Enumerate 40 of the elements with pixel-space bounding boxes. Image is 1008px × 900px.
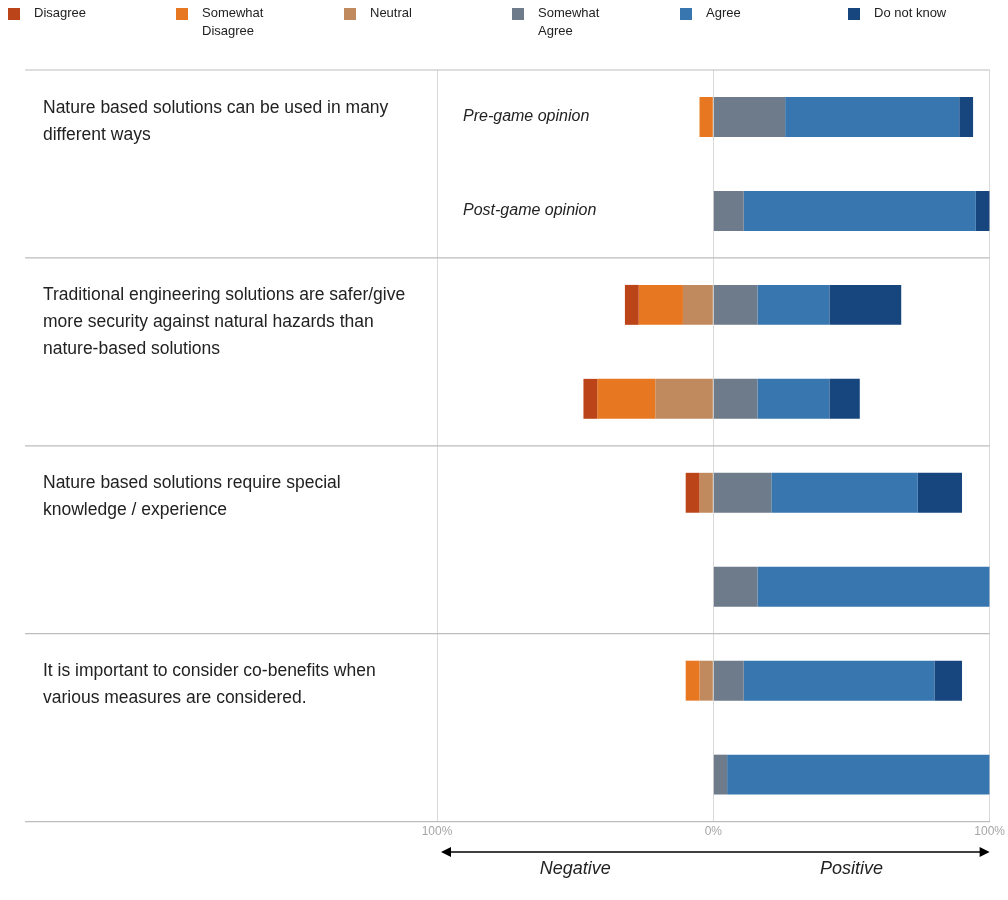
text: Nature based solutions require special knowledge / experience [43,472,341,520]
bar [713,660,744,701]
bar [713,472,772,513]
bar [757,378,830,419]
bar [713,284,758,325]
bar [771,472,918,513]
legend-label: Somewhat Disagree [202,4,265,40]
bar [713,378,758,419]
bar [917,472,963,513]
x-tick-label: 0% [704,824,723,839]
bar [699,97,713,137]
bar [959,97,974,137]
bar [713,97,786,137]
bar [713,754,728,795]
y-tick-label: Post-game opinion [463,201,597,219]
bar [743,660,935,701]
text: Traditional engineering solutions are safer/give more security against natural hazards than nature-based solutions [43,284,406,359]
bar [975,190,990,231]
x-tick-label: 100% [974,824,1006,839]
text: Positive [819,857,884,878]
text: Nature based solutions can be used in many different ways [43,96,389,144]
text: Negative [539,857,611,878]
bar [727,754,990,795]
legend-label: Disagree [34,4,88,22]
bar [785,97,960,137]
bar [757,566,990,607]
bar [713,566,758,607]
bar [934,660,963,701]
bar [713,190,744,231]
legend-label: Do not know [874,4,948,22]
legend-label: Agree [706,4,742,22]
x-tick-label: 100% [421,824,453,839]
bar [829,284,902,325]
legend-label: Neutral [370,4,413,22]
legend-label: Somewhat Agree [538,4,601,40]
bar [743,190,976,231]
bar [829,378,860,419]
y-tick-label: Pre-game opinion [463,107,590,125]
bar [757,284,830,325]
text: It is important to consider co-benefits when various measures are considered. [43,660,376,708]
